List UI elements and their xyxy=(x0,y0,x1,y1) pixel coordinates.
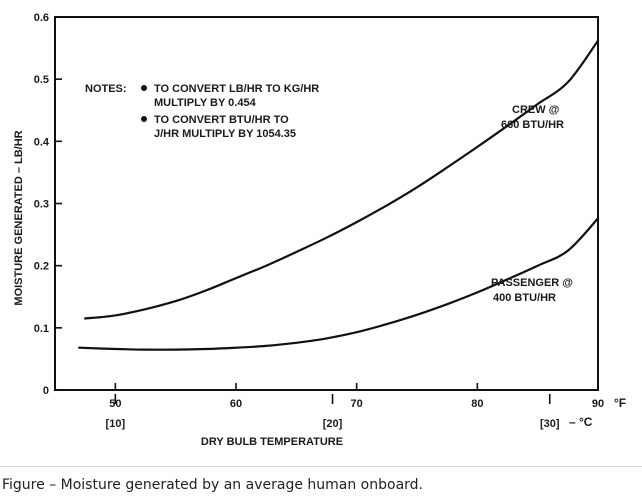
plot-frame xyxy=(54,16,599,391)
x-axis-label: DRY BULB TEMPERATURE xyxy=(201,436,343,448)
crew-label-line-1: CREW @ xyxy=(512,104,560,116)
y-tick-label-0: 0 xyxy=(43,385,49,397)
passenger-label-line-1: PASSENGER @ xyxy=(491,277,573,289)
note-bullet-2 xyxy=(141,116,147,122)
x-axis: 5060708090 xyxy=(109,383,604,410)
passenger-label-line-2: 400 BTU/HR xyxy=(493,292,556,304)
celsius-axis: [10] [20] [30] xyxy=(106,394,560,430)
note-2-line-1: TO CONVERT BTU/HR TO xyxy=(154,114,289,126)
series-labels: CREW @ 660 BTU/HR PASSENGER @ 400 BTU/HR xyxy=(491,104,573,304)
y-tick-label-4: 0.4 xyxy=(34,136,50,148)
c-tick-label-2: [30] xyxy=(540,418,560,430)
y-tick-label-2: 0.2 xyxy=(34,261,49,273)
y-tick-label-5: 0.5 xyxy=(34,74,49,86)
note-1-line-2: MULTIPLY BY 0.454 xyxy=(154,97,257,109)
c-tick-label-0: [10] xyxy=(106,418,126,430)
y-tick-label-1: 0.1 xyxy=(34,323,49,335)
y-tick-label-6: 0.6 xyxy=(34,12,49,24)
y-axis-label: MOISTURE GENERATED – LB/HR xyxy=(13,130,25,305)
y-axis: 0 0.1 0.2 0.3 0.4 0.5 0.6 xyxy=(34,12,62,397)
figure-caption: Figure – Moisture generated by an averag… xyxy=(2,477,423,493)
y-tick-label-3: 0.3 xyxy=(34,199,49,211)
caption-divider xyxy=(0,466,642,467)
x-tick-label-2: 70 xyxy=(351,398,363,410)
note-1-line-1: TO CONVERT LB/HR TO KG/HR xyxy=(154,83,319,95)
passenger-curve xyxy=(78,217,600,351)
crew-curve xyxy=(84,39,600,320)
x-tick-label-3: 80 xyxy=(471,398,483,410)
x-unit-label: °F xyxy=(614,396,626,410)
series-layer xyxy=(78,39,600,351)
note-bullet-1 xyxy=(141,85,147,91)
c-tick-label-1: [20] xyxy=(323,418,343,430)
note-2-line-2: J/HR MULTIPLY BY 1054.35 xyxy=(154,128,296,140)
crew-label-line-2: 660 BTU/HR xyxy=(501,119,564,131)
x-tick-label-1: 60 xyxy=(230,398,242,410)
x-tick-label-4: 90 xyxy=(592,398,604,410)
notes-block: NOTES: TO CONVERT LB/HR TO KG/HR MULTIPL… xyxy=(85,83,319,140)
c-unit-label: – °C xyxy=(569,415,593,429)
notes-heading: NOTES: xyxy=(85,83,127,95)
